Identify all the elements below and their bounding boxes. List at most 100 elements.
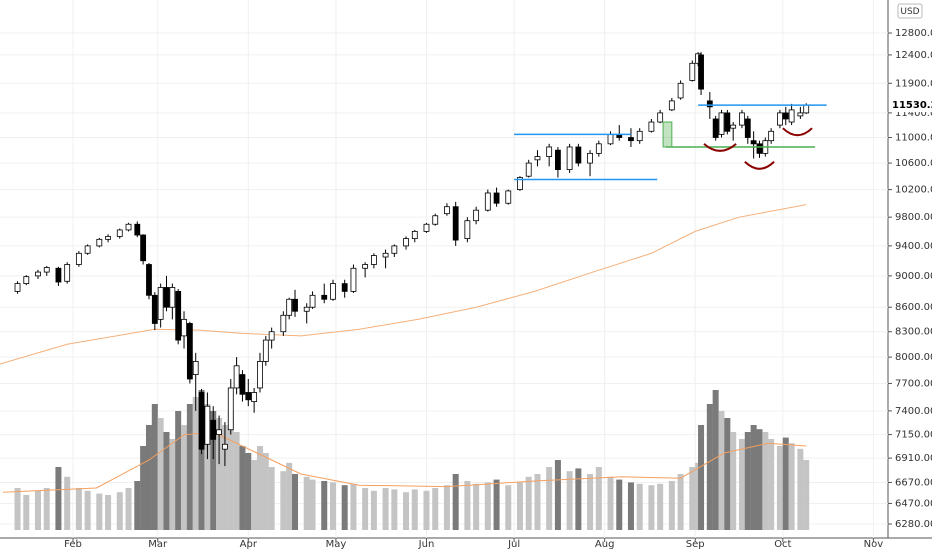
volume-bar	[587, 474, 594, 530]
volume-bar	[382, 488, 389, 530]
candle-body	[175, 290, 182, 341]
volume-bar	[443, 485, 450, 530]
y-tick-label: 7400.00	[895, 406, 932, 417]
volume-bar	[776, 446, 783, 530]
candle-body	[116, 229, 123, 237]
candle-body	[151, 294, 158, 324]
candle-body	[718, 112, 725, 135]
volume-bar	[718, 411, 725, 530]
candle-body	[403, 238, 409, 247]
volume-bar	[516, 482, 523, 530]
candle-body	[648, 121, 655, 132]
candle-body	[146, 264, 152, 296]
candle-body	[96, 238, 103, 247]
candle-body	[341, 283, 348, 292]
volume-bar	[432, 488, 439, 530]
candle-body	[505, 190, 512, 204]
arc-marker	[744, 161, 775, 170]
x-tick-label: Aug	[595, 539, 615, 550]
highlight-box	[662, 121, 673, 148]
candle-body	[777, 112, 783, 126]
candle-body	[105, 236, 111, 240]
x-tick-label: Mar	[148, 539, 168, 550]
volume-bar	[192, 397, 199, 530]
candle-body	[768, 130, 775, 142]
y-tick-label: 6910.00	[895, 453, 932, 464]
y-tick-label: 7700.00	[895, 378, 932, 389]
volume-bar	[341, 485, 348, 530]
y-tick-label: 6280.00	[895, 519, 932, 530]
candle-body	[134, 223, 141, 236]
candle-body	[204, 405, 211, 445]
volume-bar	[534, 474, 541, 530]
volume-bar	[636, 483, 643, 530]
volume-bar	[473, 483, 480, 530]
arc-marker	[782, 127, 813, 137]
candle-body	[268, 331, 275, 341]
volume-bar	[566, 471, 573, 530]
volume-bar	[403, 492, 410, 530]
volume-bar	[64, 476, 71, 530]
candle-body	[706, 100, 713, 108]
x-tick-label: May	[326, 539, 347, 550]
candle-body	[452, 206, 459, 241]
candle-body	[55, 267, 62, 283]
candle-body	[698, 54, 704, 90]
candle-body	[309, 294, 316, 308]
candle-body	[730, 124, 737, 129]
candle-body	[382, 252, 389, 258]
volume-bar	[391, 489, 398, 530]
candle-body	[14, 283, 21, 292]
volume-bar	[251, 460, 258, 530]
candle-body	[181, 318, 187, 337]
volume-bar	[321, 481, 328, 530]
volume-bar	[484, 482, 491, 530]
candle-body	[636, 130, 643, 142]
candle-body	[125, 223, 132, 231]
candle-body	[233, 365, 240, 389]
candle-body	[140, 234, 147, 262]
volume-bar	[292, 474, 299, 530]
volume-bar	[452, 474, 459, 530]
volume-bar	[169, 439, 176, 530]
volume-bar	[43, 488, 50, 530]
volume-bar	[233, 432, 240, 530]
volume-bar	[595, 467, 602, 530]
y-tick-label: 6470.00	[895, 498, 932, 509]
volume-bar	[756, 429, 763, 530]
volume-bar	[797, 448, 804, 530]
currency-box[interactable]	[897, 3, 923, 19]
y-tick-label: 10600.00	[895, 158, 932, 169]
volume-bar	[616, 479, 623, 530]
x-tick-label: Jun	[418, 539, 435, 550]
candle-body	[534, 156, 541, 161]
candle-body	[668, 100, 675, 111]
volume-bar	[677, 474, 684, 530]
volume-bar	[151, 404, 158, 530]
candle-body	[262, 339, 269, 362]
volume-bar	[525, 476, 532, 530]
volume-bar	[280, 471, 287, 530]
volume-bar	[505, 485, 512, 530]
candle-body	[575, 146, 582, 164]
volume-bar	[668, 481, 675, 530]
y-tick-label: 11000.00	[895, 133, 932, 144]
candle-body	[756, 143, 763, 154]
candle-body	[43, 267, 50, 273]
volume-bar	[163, 432, 170, 530]
candle-body	[525, 162, 532, 177]
volume-bar	[210, 411, 217, 530]
y-tick-label: 9000.00	[895, 271, 932, 282]
currency-label: USD	[900, 7, 919, 17]
volume-bar	[55, 467, 62, 530]
volume-bar	[116, 492, 123, 530]
candle-body	[163, 287, 170, 308]
volume-bar	[698, 425, 705, 530]
volume-bar	[198, 390, 205, 530]
candle-body	[493, 192, 500, 204]
volume-bar	[256, 446, 263, 530]
x-tick-label: Nov	[864, 539, 884, 550]
candle-body	[782, 112, 789, 120]
